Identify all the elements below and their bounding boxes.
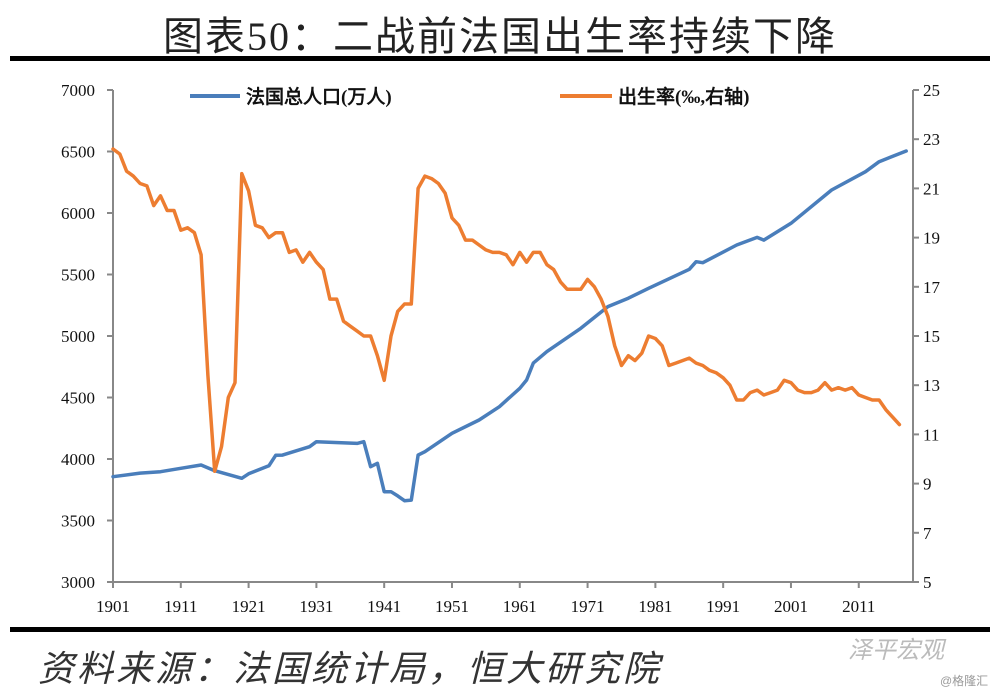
- x-tick-label: 1911: [164, 597, 197, 616]
- y2-tick-label: 17: [923, 278, 941, 297]
- chart-title: 图表50：二战前法国出生率持续下降: [163, 14, 837, 59]
- y2-tick-label: 5: [923, 573, 932, 592]
- population-line: [111, 149, 908, 503]
- y-tick-label: 5000: [61, 327, 95, 346]
- y-tick-label: 3000: [61, 573, 95, 592]
- y2-tick-label: 7: [923, 524, 932, 543]
- legend-label-population: 法国总人口(万人): [246, 85, 392, 108]
- y-tick-label: 3500: [61, 512, 95, 531]
- y-tick-label: 4000: [61, 450, 95, 469]
- x-tick-label: 1991: [706, 597, 740, 616]
- x-tick-label: 2011: [842, 597, 875, 616]
- x-tick-label: 1971: [571, 597, 605, 616]
- y2-tick-label: 21: [923, 179, 940, 198]
- y2-tick-label: 25: [923, 81, 940, 100]
- y2-tick-label: 23: [923, 130, 940, 149]
- y-tick-label: 6500: [61, 143, 95, 162]
- y-tick-label: 4500: [61, 389, 95, 408]
- source-note: 资料来源：法国统计局，恒大研究院: [38, 649, 663, 689]
- watermark-credit: @格隆汇: [940, 674, 989, 688]
- y-tick-label: 5500: [61, 266, 95, 285]
- y-tick-label: 7000: [61, 81, 95, 100]
- x-tick-label: 2001: [774, 597, 808, 616]
- y2-tick-label: 13: [923, 376, 940, 395]
- birth-rate-line: [111, 147, 902, 474]
- title-divider: [10, 56, 990, 61]
- x-tick-label: 1941: [367, 597, 401, 616]
- y2-tick-label: 11: [923, 425, 939, 444]
- source-divider: [10, 627, 990, 632]
- y2-tick-label: 15: [923, 327, 940, 346]
- legend-label-birth-rate: 出生率(‰,右轴): [618, 85, 749, 108]
- watermark: 泽平宏观: [848, 638, 944, 664]
- y2-tick-label: 9: [923, 475, 932, 494]
- x-tick-label: 1961: [503, 597, 537, 616]
- y-tick-label: 6000: [61, 204, 95, 223]
- x-tick-label: 1921: [232, 597, 266, 616]
- x-tick-label: 1981: [638, 597, 672, 616]
- x-tick-label: 1931: [299, 597, 333, 616]
- y2-tick-label: 19: [923, 229, 940, 248]
- x-tick-label: 1901: [96, 597, 130, 616]
- x-tick-label: 1951: [435, 597, 469, 616]
